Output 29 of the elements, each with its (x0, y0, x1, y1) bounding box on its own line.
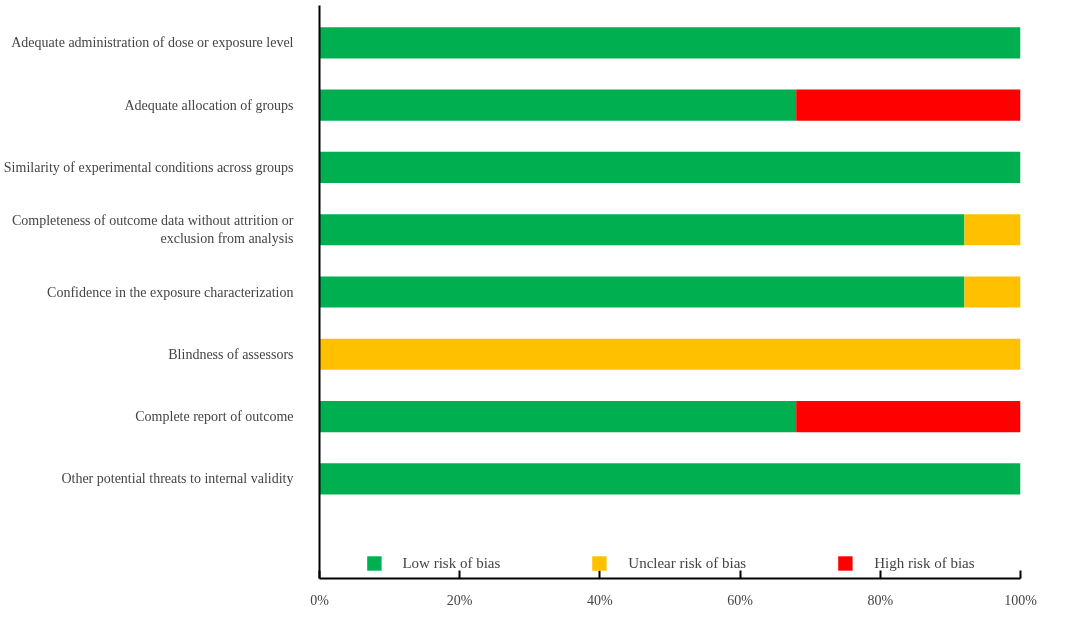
x-tick-label: 0% (310, 592, 330, 608)
x-tick-label: 100% (1004, 592, 1038, 608)
bar (964, 214, 1021, 246)
bar (319, 463, 1021, 495)
bar (319, 400, 797, 433)
bar (319, 338, 1021, 370)
y-tick-label: Confidence in the exposure characterization (47, 284, 294, 300)
x-tick-label: 80% (867, 592, 894, 608)
bar (319, 276, 965, 308)
bar (319, 89, 797, 121)
y-tick-label: Complete report of outcome (135, 409, 294, 425)
bar (796, 89, 1021, 121)
legend-label: Low risk of bias (402, 554, 501, 572)
x-tick-label: 40% (587, 592, 614, 608)
y-tick-label: Blindness of assessors (168, 346, 294, 362)
y-tick-label: Adequate allocation of groups (124, 97, 294, 113)
bar (319, 214, 965, 246)
y-tick-label: Completeness of outcome data without attrition or exclusion from analysis (12, 213, 294, 247)
y-tick-label: Other potential threats to internal validity (61, 471, 294, 487)
bar (796, 400, 1021, 433)
bar (319, 27, 1021, 59)
y-tick-label: Adequate administration of dose or exposure level (11, 35, 294, 51)
x-tick-label: 20% (446, 592, 473, 608)
legend-label: High risk of bias (874, 554, 975, 572)
x-tick-label: 60% (727, 592, 754, 608)
y-tick-label: Similarity of experimental conditions across groups (3, 159, 294, 175)
bar (319, 151, 1021, 184)
legend-label: Unclear risk of bias (628, 554, 747, 572)
bar (964, 276, 1021, 308)
